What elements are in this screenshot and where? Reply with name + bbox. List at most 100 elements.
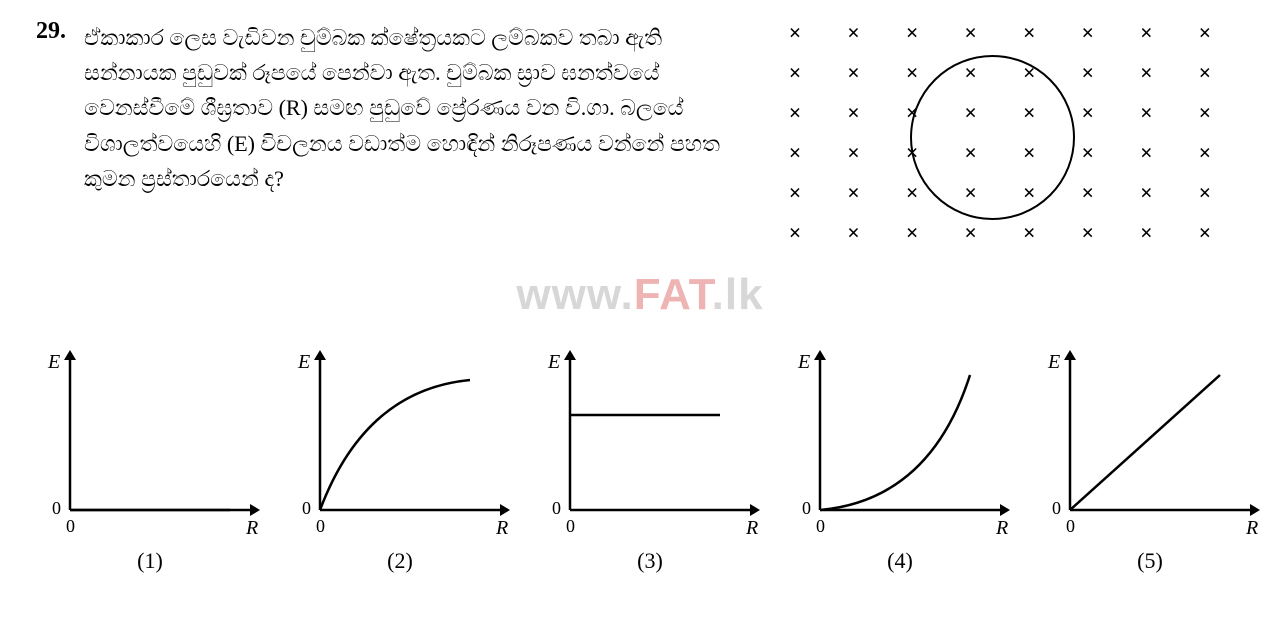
option-label: (1): [137, 548, 163, 574]
x-symbol: ×: [1131, 180, 1161, 206]
q-line-4: විශාලත්වයෙහි (E) විචලනය වඩාත්ම හොඳින් නි…: [84, 131, 720, 156]
x-symbol: ×: [839, 140, 869, 166]
x-symbol: ×: [1190, 100, 1220, 126]
origin-label-left: 0: [52, 498, 61, 518]
y-axis-label: E: [47, 351, 60, 373]
option-5: E 0 0 R (5): [1030, 340, 1270, 574]
x-symbol: ×: [1190, 20, 1220, 46]
x-symbol: ×: [839, 20, 869, 46]
x-symbol: ×: [1131, 100, 1161, 126]
magnetic-field-figure: ××××××××××××××××××××××××××××××××××××××××…: [780, 20, 1240, 250]
x-axis-label: R: [745, 517, 758, 539]
origin-label-bottom: 0: [566, 516, 575, 536]
q-line-3: වෙනස්වීමේ ශීඝ්‍රතාව (R) සමඟ පුඩුවේ ප්‍රේ…: [84, 95, 684, 120]
x-symbol: ×: [1131, 140, 1161, 166]
graph-svg: E 0 0 R: [1030, 340, 1270, 540]
x-symbol: ×: [1131, 220, 1161, 246]
x-symbol: ×: [1190, 140, 1220, 166]
x-symbol: ×: [1190, 180, 1220, 206]
option-label: (5): [1137, 548, 1163, 574]
wm-lk: .lk: [712, 270, 764, 319]
option-label: (2): [387, 548, 413, 574]
x-axis-arrow: [750, 504, 760, 516]
y-axis-arrow: [814, 350, 826, 360]
q-line-1: ඒකාකාර ලෙස වැඩිවන චුම්බක ක්ෂේත්‍රයකට ලම්…: [84, 25, 662, 50]
option-2: E 0 0 R (2): [280, 340, 520, 574]
x-symbol: ×: [1073, 60, 1103, 86]
x-symbol: ×: [956, 20, 986, 46]
x-symbol: ×: [780, 60, 810, 86]
x-symbol: ×: [897, 60, 927, 86]
origin-label-bottom: 0: [316, 516, 325, 536]
x-symbol: ×: [839, 100, 869, 126]
graph-svg: E 0 0 R: [280, 340, 520, 540]
x-symbol: ×: [839, 220, 869, 246]
y-axis-arrow: [314, 350, 326, 360]
y-axis-arrow: [564, 350, 576, 360]
x-symbol: ×: [780, 100, 810, 126]
y-axis-label: E: [1047, 351, 1060, 373]
wm-www: www.: [516, 270, 633, 319]
option-1: E 0 0 R (1): [30, 340, 270, 574]
x-symbol: ×: [897, 180, 927, 206]
x-symbol: ×: [1131, 60, 1161, 86]
x-axis-label: R: [495, 517, 508, 539]
option-3: E 0 0 R (3): [530, 340, 770, 574]
x-axis-arrow: [250, 504, 260, 516]
x-symbol: ×: [1131, 20, 1161, 46]
x-symbol: ×: [1073, 20, 1103, 46]
origin-label-bottom: 0: [1066, 516, 1075, 536]
x-symbol: ×: [1073, 100, 1103, 126]
origin-label-bottom: 0: [816, 516, 825, 536]
x-row: × × × × × × × ×: [780, 20, 1220, 46]
origin-label-left: 0: [1052, 498, 1061, 518]
x-symbol: ×: [897, 20, 927, 46]
watermark-text: www.FAT.lk: [516, 270, 763, 320]
answer-options-row: E 0 0 R (1) E 0 0 R (2) E 0 0 R (3): [30, 340, 1270, 574]
q-line-5: කුමන ප්‍රස්තාරයෙන් ද?: [84, 166, 284, 191]
question-number: 29.: [36, 18, 66, 45]
x-symbol: ×: [839, 60, 869, 86]
graph-svg: E 0 0 R: [780, 340, 1020, 540]
y-axis-arrow: [1064, 350, 1076, 360]
option-label: (4): [887, 548, 913, 574]
graph-svg: E 0 0 R: [30, 340, 270, 540]
x-symbol: ×: [780, 180, 810, 206]
x-symbol: ×: [1073, 140, 1103, 166]
x-symbol: ×: [1073, 220, 1103, 246]
question-text: ඒකාකාර ලෙස වැඩිවන චුම්බක ක්ෂේත්‍රයකට ලම්…: [84, 20, 724, 196]
x-axis-label: R: [245, 517, 258, 539]
y-axis-label: E: [797, 351, 810, 373]
x-symbol: ×: [1073, 180, 1103, 206]
y-axis-arrow: [64, 350, 76, 360]
y-axis-label: E: [297, 351, 310, 373]
x-axis-arrow: [1250, 504, 1260, 516]
wm-fat: FAT: [634, 270, 712, 319]
x-symbol: ×: [1190, 220, 1220, 246]
x-row: ××××××××: [780, 220, 1220, 246]
x-symbol: ×: [780, 20, 810, 46]
x-symbol: ×: [1190, 60, 1220, 86]
q-line-2: සන්නායක පුඩුවක් රූපයේ පෙන්වා ඇත. චුම්බක …: [84, 60, 659, 85]
x-axis-arrow: [500, 504, 510, 516]
graph-svg: E 0 0 R: [530, 340, 770, 540]
conducting-loop-circle: [910, 55, 1075, 220]
x-symbol: ×: [1014, 20, 1044, 46]
x-symbol: ×: [780, 140, 810, 166]
origin-label-left: 0: [552, 498, 561, 518]
x-axis-arrow: [1000, 504, 1010, 516]
origin-label-bottom: 0: [66, 516, 75, 536]
y-axis-label: E: [547, 351, 560, 373]
origin-label-left: 0: [302, 498, 311, 518]
option-4: E 0 0 R (4): [780, 340, 1020, 574]
option-label: (3): [637, 548, 663, 574]
x-symbol: ×: [839, 180, 869, 206]
origin-label-left: 0: [802, 498, 811, 518]
x-symbol: ×: [956, 220, 986, 246]
x-axis-label: R: [995, 517, 1008, 539]
x-symbol: ×: [1014, 220, 1044, 246]
x-symbol: ×: [780, 220, 810, 246]
curve: [820, 375, 970, 510]
x-axis-label: R: [1245, 517, 1258, 539]
curve: [320, 380, 470, 510]
